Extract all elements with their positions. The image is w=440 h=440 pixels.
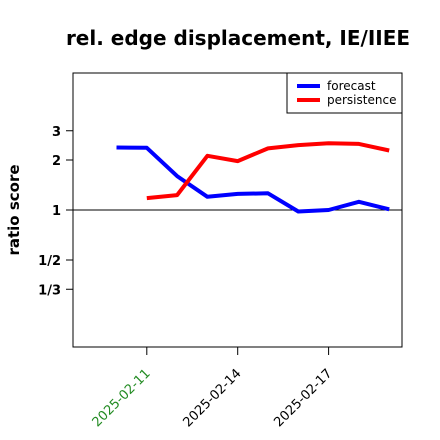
chart-title: rel. edge displacement, IE/IIEE	[66, 26, 410, 50]
x-tick-label: 2025-02-17	[271, 366, 335, 430]
y-tick-label: 3	[52, 125, 61, 140]
x-tick-label: 2025-02-11	[90, 366, 154, 430]
series-line-persistence	[146, 141, 390, 201]
x-tick-label: 2025-02-14	[180, 366, 244, 430]
legend-label-persistence: persistence	[327, 93, 396, 107]
y-tick-label: 1	[52, 204, 61, 219]
y-tick-label: 1/2	[38, 254, 61, 269]
y-axis-label: ratio score	[5, 164, 23, 255]
legend-box	[286, 72, 403, 114]
series-line-forecast	[116, 145, 390, 214]
legend-label-forecast: forecast	[327, 79, 376, 93]
y-tick-label: 1/3	[38, 283, 61, 298]
y-tick-label: 2	[52, 154, 61, 169]
